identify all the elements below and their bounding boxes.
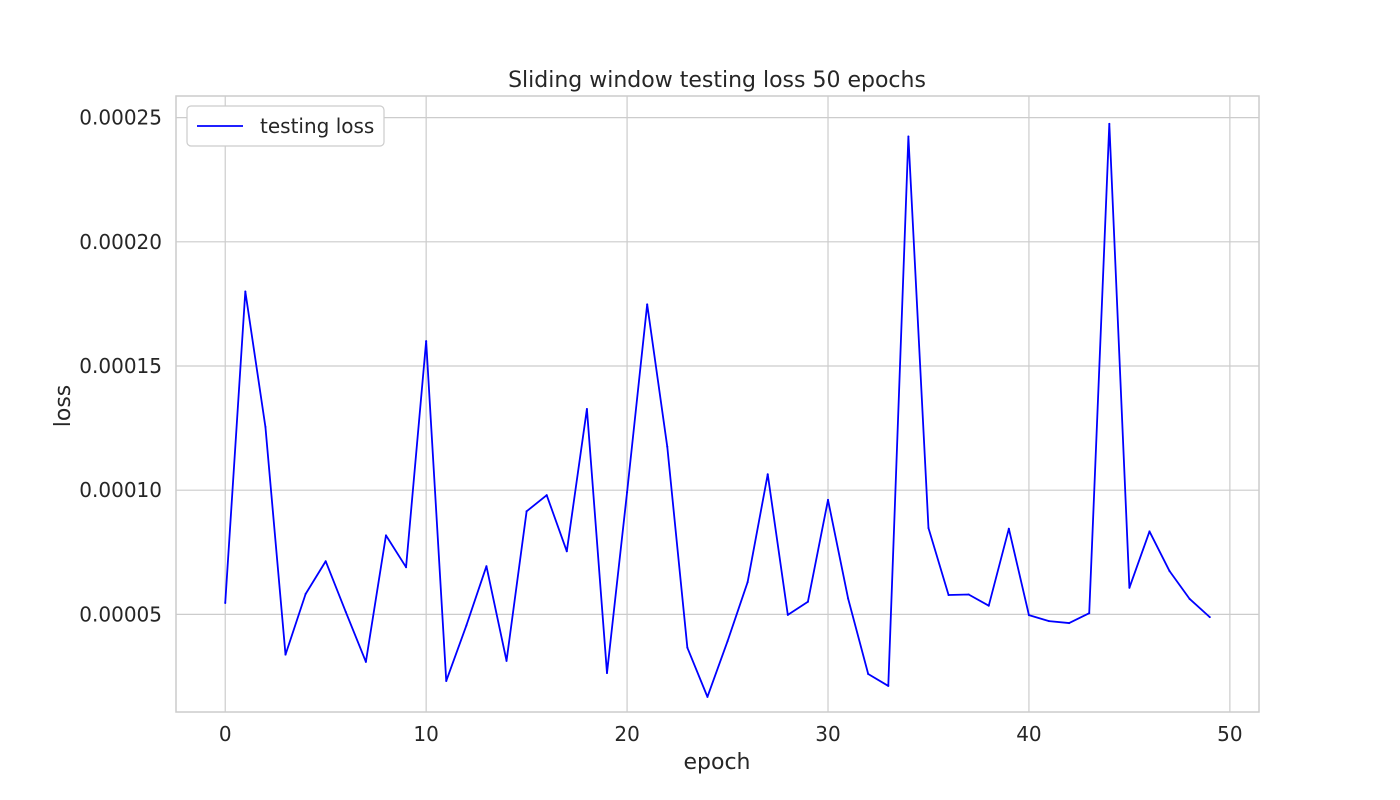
- data-point: [726, 640, 729, 643]
- data-point: [786, 613, 789, 616]
- data-point: [244, 290, 247, 293]
- plot-area-frame: [175, 95, 1260, 713]
- data-point: [927, 526, 930, 529]
- data-points: [224, 122, 1211, 698]
- data-point: [1108, 122, 1111, 125]
- data-point: [1027, 614, 1030, 617]
- data-point: [384, 534, 387, 537]
- data-point: [405, 566, 408, 569]
- data-point: [485, 565, 488, 568]
- data-point: [887, 684, 890, 687]
- y-tick-label: 0.00020: [79, 230, 162, 254]
- data-point: [1188, 597, 1191, 600]
- x-tick-label: 50: [1217, 722, 1242, 746]
- data-point: [465, 624, 468, 627]
- data-point: [1007, 527, 1010, 530]
- data-point: [646, 303, 649, 306]
- series-line-testing-loss: [224, 122, 1211, 698]
- data-point: [806, 600, 809, 603]
- data-point: [364, 660, 367, 663]
- data-point: [1148, 530, 1151, 533]
- data-point: [626, 491, 629, 494]
- data-point: [605, 672, 608, 675]
- data-point: [1128, 586, 1131, 589]
- data-point: [686, 646, 689, 649]
- x-tick-label: 40: [1016, 722, 1041, 746]
- data-point: [1068, 622, 1071, 625]
- data-point: [907, 135, 910, 138]
- data-point: [706, 695, 709, 698]
- data-point: [847, 597, 850, 600]
- data-point: [525, 510, 528, 513]
- data-point: [284, 653, 287, 656]
- data-point: [746, 581, 749, 584]
- legend-box: [186, 105, 385, 147]
- data-point: [987, 604, 990, 607]
- y-tick-label: 0.00005: [79, 602, 162, 626]
- legend: testing loss: [186, 105, 385, 147]
- data-point: [967, 593, 970, 596]
- data-point: [1208, 616, 1211, 619]
- x-tick-label: 20: [614, 722, 639, 746]
- y-axis-label: loss: [51, 385, 76, 428]
- data-point: [565, 550, 568, 553]
- x-axis-ticks: 0 10 20 30 40 50: [219, 722, 1243, 746]
- data-point: [827, 498, 830, 501]
- data-point: [545, 494, 548, 497]
- data-point: [1088, 612, 1091, 615]
- data-point: [264, 425, 267, 428]
- y-tick-label: 0.00015: [79, 354, 162, 378]
- gridlines: [176, 96, 1259, 712]
- data-point: [344, 610, 347, 613]
- x-tick-label: 10: [413, 722, 438, 746]
- data-point: [1048, 620, 1051, 623]
- x-axis-label: epoch: [684, 750, 751, 775]
- legend-label-testing-loss: testing loss: [260, 114, 374, 138]
- y-tick-label: 0.00025: [79, 106, 162, 130]
- y-tick-label: 0.00010: [79, 478, 162, 502]
- data-point: [766, 473, 769, 476]
- data-point: [666, 445, 669, 448]
- data-point: [585, 407, 588, 410]
- data-point: [224, 601, 227, 604]
- data-point: [324, 560, 327, 563]
- y-axis-ticks: 0.00005 0.00010 0.00015 0.00020 0.00025: [79, 106, 162, 627]
- data-point: [445, 679, 448, 682]
- x-tick-label: 30: [815, 722, 840, 746]
- data-point: [425, 340, 428, 343]
- chart-title: Sliding window testing loss 50 epochs: [508, 68, 926, 93]
- data-point: [505, 659, 508, 662]
- data-point: [867, 672, 870, 675]
- x-tick-label: 0: [219, 722, 232, 746]
- data-point: [1168, 570, 1171, 573]
- data-point: [304, 593, 307, 596]
- data-point: [947, 594, 950, 597]
